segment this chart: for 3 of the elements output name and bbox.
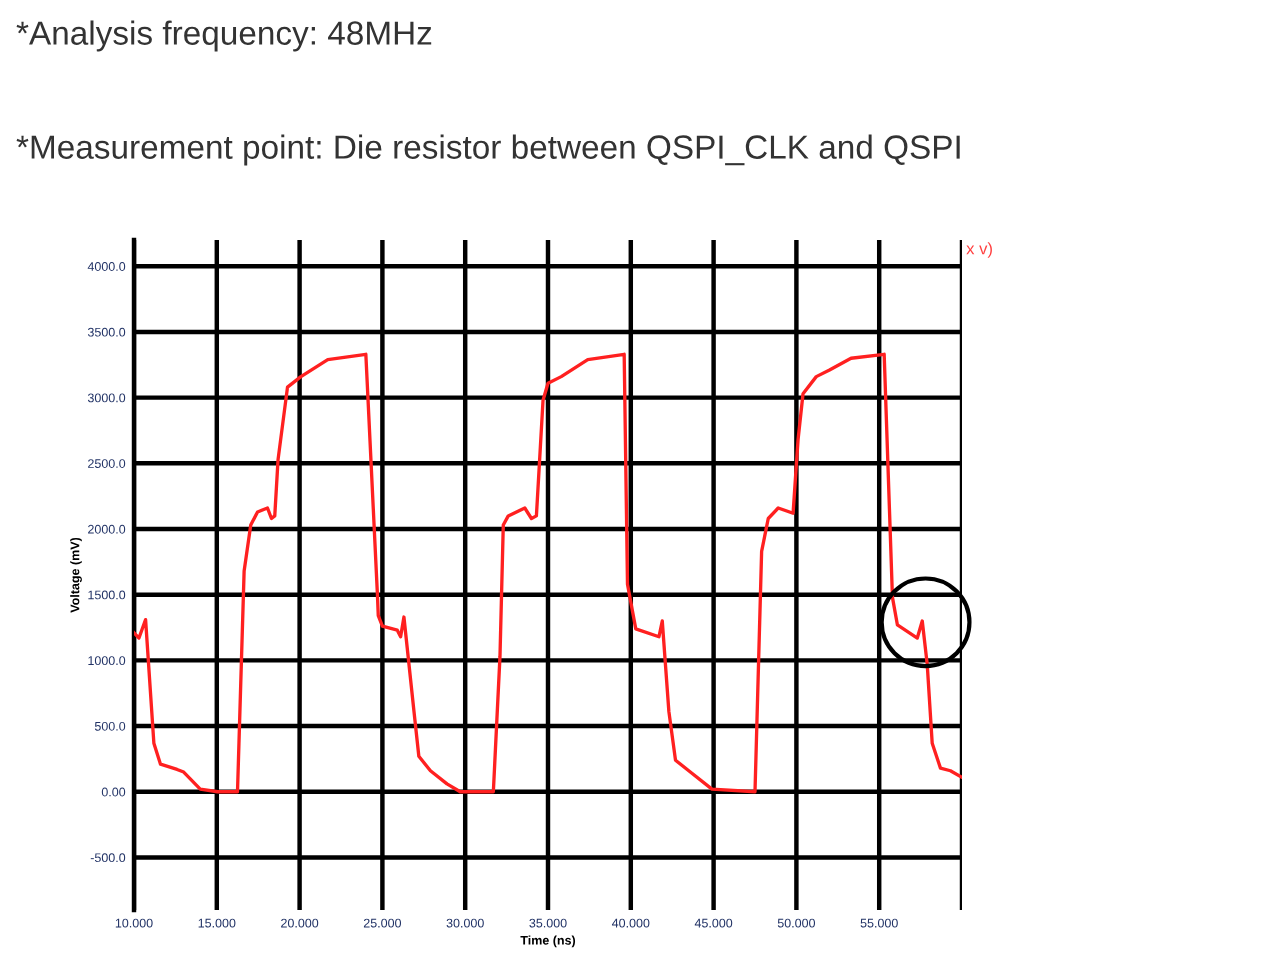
chart-subtitle: *Measurement point: Die resistor between QSPI_CLK and QSPI <box>16 134 960 166</box>
chart-title: *Analysis frequency: 48MHz <box>16 20 432 52</box>
text: x v) <box>966 242 992 258</box>
